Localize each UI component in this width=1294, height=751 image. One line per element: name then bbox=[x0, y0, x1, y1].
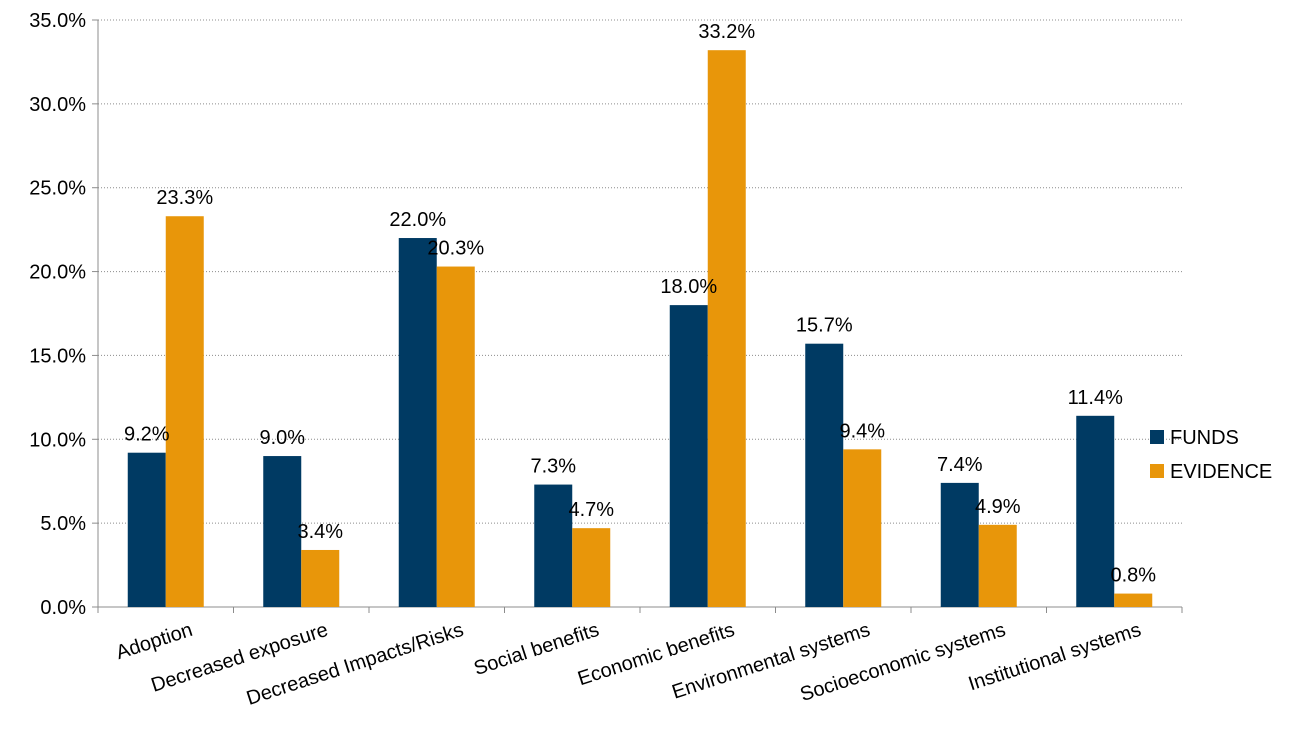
data-label-funds: 7.4% bbox=[937, 454, 983, 476]
axes bbox=[92, 19, 1183, 613]
data-label-evidence: 4.9% bbox=[975, 496, 1021, 518]
y-tick-label: 5.0% bbox=[40, 513, 86, 535]
y-tick-label: 15.0% bbox=[29, 345, 86, 367]
data-label-evidence: 9.4% bbox=[839, 420, 885, 442]
data-labels: 9.2% 23.3% 9.0% 3.4% 22.0% 20.3% 7.3% 4.7% 18.0%… bbox=[124, 21, 1156, 586]
bars bbox=[127, 50, 1153, 607]
legend-swatch-funds bbox=[1150, 430, 1164, 444]
data-label-funds: 15.7% bbox=[796, 315, 853, 337]
data-label-evidence: 33.2% bbox=[698, 21, 755, 43]
bar-funds bbox=[534, 484, 573, 607]
bar-funds bbox=[127, 452, 166, 607]
data-label-funds: 7.3% bbox=[530, 456, 576, 478]
bar-evidence bbox=[1114, 593, 1153, 607]
y-tick-label: 35.0% bbox=[29, 10, 86, 32]
legend-label-funds: FUNDS bbox=[1170, 427, 1239, 449]
legend-label-evidence: EVIDENCE bbox=[1170, 461, 1272, 483]
y-tick-label: 10.0% bbox=[29, 429, 86, 451]
legend-swatch-evidence bbox=[1150, 464, 1164, 478]
category-label: Decreased Impacts/Risks bbox=[244, 619, 466, 710]
bar-evidence bbox=[165, 216, 204, 607]
y-tick-labels: 0.0% 5.0% 10.0% 15.0% 20.0% 25.0% 30.0% 35.0% bbox=[29, 10, 86, 619]
bar-evidence bbox=[436, 266, 475, 607]
data-label-evidence: 4.7% bbox=[568, 499, 614, 521]
data-label-funds: 18.0% bbox=[660, 276, 717, 298]
bar-funds bbox=[805, 343, 844, 607]
category-label: Adoption bbox=[113, 619, 195, 664]
bar-evidence bbox=[301, 549, 340, 607]
bar-funds bbox=[398, 238, 437, 607]
y-tick-label: 25.0% bbox=[29, 178, 86, 200]
y-tick-label: 20.0% bbox=[29, 262, 86, 284]
bar-evidence bbox=[707, 50, 746, 607]
data-label-funds: 9.2% bbox=[124, 424, 170, 446]
legend: FUNDS EVIDENCE bbox=[1150, 427, 1272, 483]
grid-lines bbox=[98, 19, 1182, 524]
bar-evidence bbox=[572, 528, 611, 607]
data-label-evidence: 20.3% bbox=[427, 238, 484, 260]
bar-evidence bbox=[843, 449, 882, 607]
bar-funds bbox=[1076, 415, 1115, 607]
y-tick-label: 30.0% bbox=[29, 94, 86, 116]
bar-funds bbox=[669, 305, 708, 607]
data-label-evidence: 0.8% bbox=[1110, 565, 1156, 587]
bar-funds bbox=[263, 456, 302, 607]
data-label-funds: 22.0% bbox=[389, 209, 446, 231]
data-label-evidence: 23.3% bbox=[156, 187, 213, 209]
data-label-evidence: 3.4% bbox=[297, 521, 343, 543]
data-label-funds: 11.4% bbox=[1068, 387, 1123, 409]
y-tick-label: 0.0% bbox=[40, 597, 86, 619]
bar-funds bbox=[940, 482, 979, 607]
data-label-funds: 9.0% bbox=[259, 427, 305, 449]
bar-evidence bbox=[978, 524, 1017, 607]
